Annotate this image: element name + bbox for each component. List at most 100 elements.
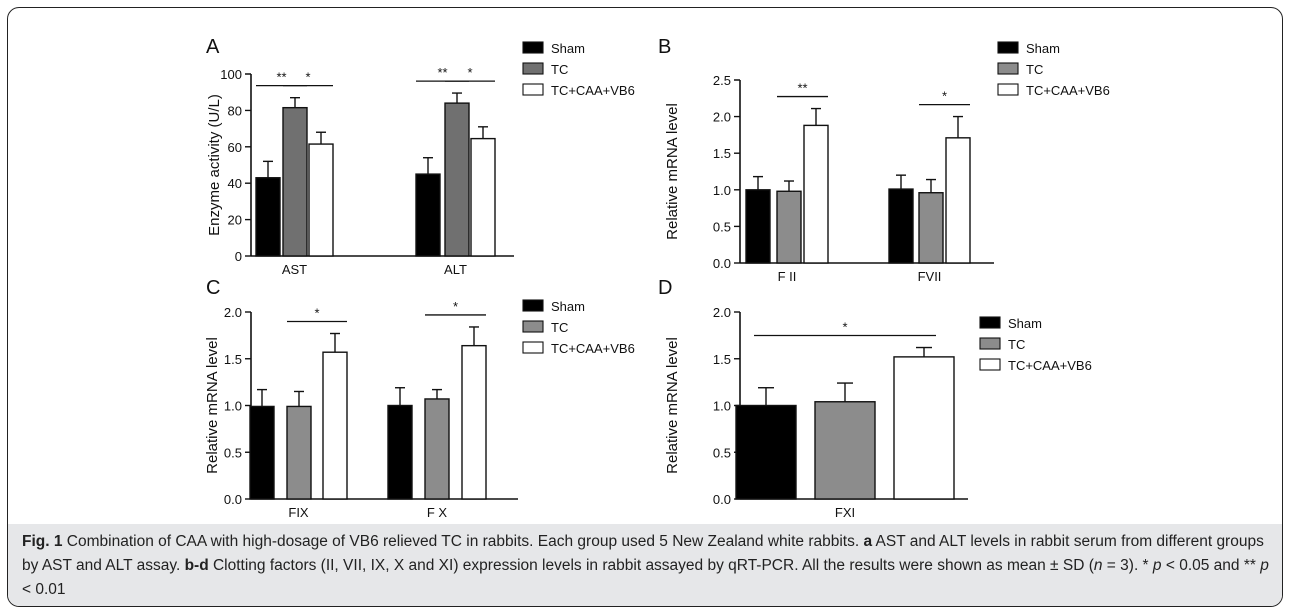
caption-text-5: < 0.05 and ** (1161, 557, 1261, 574)
chart-panel-b: B 0.0 0.5 1.0 1.5 2.0 2.5 Relative mRNA level F … (658, 36, 1110, 284)
bar-tc-caa-vb6 (893, 356, 955, 500)
significance-label: * (453, 299, 458, 314)
legend-label: Sham (551, 41, 585, 56)
legend-label: Sham (1026, 41, 1060, 56)
y-axis-label: Relative mRNA level (664, 103, 681, 240)
y-tick-label: 0.0 (713, 256, 731, 271)
y-tick-label: 0.5 (713, 445, 731, 460)
legend-swatch (522, 41, 544, 54)
significance-label: * (842, 320, 847, 335)
legend: Sham TC TC+CAA+VB6 (997, 41, 1110, 98)
x-tick-label: FXI (835, 505, 855, 520)
bar-sham (255, 177, 281, 257)
bar-sham (249, 405, 275, 500)
bar-tc (444, 102, 470, 257)
bar-sham (415, 173, 441, 257)
significance-label: * (942, 89, 947, 104)
y-tick-label: 60 (228, 140, 242, 155)
y-tick-label: 80 (228, 103, 242, 118)
panel-letter: C (206, 277, 220, 299)
legend-label: TC+CAA+VB6 (551, 83, 635, 98)
caption-p-var-2: p (1260, 557, 1269, 574)
chart-panel-d: D 0.0 0.5 1.0 1.5 2.0 Relative mRNA level FXI * S… (658, 277, 1092, 520)
legend: Sham TC TC+CAA+VB6 (979, 316, 1092, 373)
significance-label: * (305, 70, 310, 85)
y-tick-label: 0.5 (224, 445, 242, 460)
y-tick-label: 0.0 (224, 492, 242, 507)
y-tick-label: 2.0 (224, 305, 242, 320)
panel-letter: D (658, 277, 672, 299)
legend-label: TC+CAA+VB6 (1008, 358, 1092, 373)
caption-bd-label: b-d (184, 557, 209, 574)
bar-sham (735, 404, 797, 500)
legend-label: TC (551, 62, 568, 77)
caption-p-var-1: p (1152, 557, 1162, 574)
x-tick-label: FVII (918, 269, 942, 284)
legend-swatch (522, 299, 544, 312)
caption-text-4: = 3). * (1102, 557, 1153, 574)
bar-sham (745, 189, 771, 264)
caption-n-var: n (1093, 557, 1103, 574)
y-tick-label: 0 (235, 249, 242, 264)
bar-sham (387, 404, 413, 500)
caption-text-1: Combination of CAA with high-dosage of V… (62, 533, 864, 550)
x-tick-label: AST (282, 262, 307, 277)
significance-label: ** (437, 65, 447, 80)
legend-label: Sham (551, 299, 585, 314)
x-tick-label: FIX (288, 505, 309, 520)
y-tick-label: 1.0 (713, 183, 731, 198)
x-tick-label: F X (427, 505, 448, 520)
y-tick-label: 40 (228, 176, 242, 191)
caption-a-label: a (863, 533, 873, 550)
legend-label: Sham (1008, 316, 1042, 331)
legend-swatch (979, 358, 1001, 371)
bar-tc (814, 401, 876, 500)
significance-label: * (314, 306, 319, 321)
panel-letter: B (658, 36, 671, 58)
legend: Sham TC TC+CAA+VB6 (522, 299, 635, 356)
legend-swatch (979, 337, 1001, 350)
figure-caption: Fig. 1 Combination of CAA with high-dosa… (8, 524, 1282, 606)
y-tick-label: 2.0 (713, 110, 731, 125)
legend-label: TC (551, 320, 568, 335)
caption-text-6: < 0.01 (22, 581, 66, 598)
significance-label: ** (797, 81, 807, 96)
bar-tc (776, 190, 802, 264)
legend-swatch (522, 83, 544, 96)
bar-tc (282, 106, 308, 257)
legend-swatch (522, 320, 544, 333)
y-tick-label: 2.5 (713, 73, 731, 88)
chart-panel-a: A 0 20 40 60 80 100 Enzyme activity (U/L) AST ALT… (206, 36, 635, 277)
legend-label: TC+CAA+VB6 (551, 341, 635, 356)
y-tick-label: 1.0 (224, 399, 242, 414)
significance-label: * (467, 65, 472, 80)
legend-swatch (979, 316, 1001, 329)
y-tick-label: 1.0 (713, 399, 731, 414)
y-tick-label: 0.5 (713, 219, 731, 234)
legend: Sham TC TC+CAA+VB6 (522, 41, 635, 98)
legend-swatch (522, 62, 544, 75)
bar-tc-caa-vb6 (945, 137, 971, 264)
bar-sham (888, 188, 914, 264)
figure-box: A 0 20 40 60 80 100 Enzyme activity (U/L) AST ALT… (7, 7, 1283, 607)
caption-text-3: Clotting factors (II, VII, IX, X and XI)… (208, 557, 1094, 574)
bar-tc (918, 192, 944, 264)
y-tick-label: 1.5 (713, 146, 731, 161)
significance-label: ** (276, 70, 286, 85)
legend-label: TC+CAA+VB6 (1026, 83, 1110, 98)
y-tick-label: 1.5 (224, 352, 242, 367)
bar-tc-caa-vb6 (803, 124, 829, 264)
caption-fig-label: Fig. 1 (22, 533, 63, 550)
bar-tc-caa-vb6 (461, 344, 487, 500)
figure-panels: A 0 20 40 60 80 100 Enzyme activity (U/L) AST ALT… (204, 36, 1110, 520)
bar-tc-caa-vb6 (308, 143, 334, 257)
bar-tc-caa-vb6 (322, 351, 348, 500)
legend-swatch (997, 83, 1019, 96)
legend-swatch (997, 41, 1019, 54)
caption-text-2: AST and ALT levels in rabbit serum from … (22, 533, 1264, 574)
y-tick-label: 1.5 (713, 352, 731, 367)
y-axis-label: Enzyme activity (U/L) (206, 94, 223, 236)
panel-letter: A (206, 36, 220, 58)
legend-swatch (522, 341, 544, 354)
x-tick-label: F II (778, 269, 797, 284)
